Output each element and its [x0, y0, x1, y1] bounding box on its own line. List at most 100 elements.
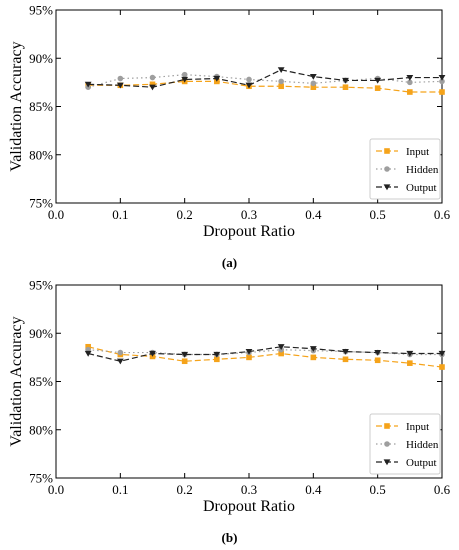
charta-series-input	[85, 78, 445, 95]
charta-data-point-hidden	[117, 75, 124, 82]
charta-x-tick-label: 0.2	[177, 207, 193, 222]
charta-data-point-input	[407, 89, 413, 95]
charta-data-point-output	[374, 77, 382, 84]
chartb-x-tick-label: 0.3	[241, 482, 257, 497]
charta-data-point-output	[149, 84, 156, 91]
charta-series-line-input	[88, 80, 442, 93]
chartb-data-point-input	[374, 357, 381, 364]
chartb-data-point-input	[214, 356, 220, 363]
chartb-data-point-input	[278, 350, 284, 357]
charta-data-point-input	[149, 81, 156, 88]
charta-y-tick-label: 75%	[29, 196, 53, 211]
charta-y-tick-label: 80%	[29, 147, 53, 162]
charta-data-point-input	[342, 84, 349, 90]
chartb-caption: (b)	[222, 530, 238, 545]
charta-legend-marker-hidden	[384, 166, 390, 172]
charta-x-tick-label: 0.4	[305, 207, 322, 222]
chartb-series-output	[84, 344, 446, 365]
chartb-x-tick-label: 0.2	[177, 482, 193, 497]
charta-caption: (a)	[222, 255, 237, 270]
chartb-legend-label-hidden: Hidden	[406, 439, 439, 451]
chartb-data-point-output	[438, 350, 446, 357]
chartb-data-point-input	[407, 360, 413, 366]
charta-legend-marker-input	[384, 148, 390, 154]
chartb-y-tick-label: 85%	[29, 374, 53, 389]
chartb-series-line-output	[88, 346, 442, 362]
charta-data-point-hidden	[439, 78, 445, 85]
charta-data-point-output	[277, 67, 285, 74]
charta-legend-box	[369, 138, 441, 200]
chartb-data-point-output	[374, 349, 382, 356]
charta-series-hidden	[85, 71, 445, 90]
charta-x-tick-label: 0.6	[434, 207, 451, 222]
chartb-data-point-input	[342, 356, 349, 363]
charta-data-point-input	[278, 83, 284, 90]
chartb-data-point-output	[181, 351, 189, 358]
charta-x-tick-label: 0.5	[370, 207, 386, 222]
charta-series-line-output	[88, 69, 442, 88]
chartb-data-point-input	[310, 354, 317, 361]
chartb-series-line-hidden	[88, 349, 442, 356]
charta-data-point-output	[181, 76, 189, 83]
chartb-series-line-input	[88, 346, 443, 368]
charta-y-tick-label: 95%	[29, 3, 53, 18]
charta-legend-label-output: Output	[406, 182, 437, 194]
chartb-legend-label-input: Input	[406, 421, 429, 433]
charta-data-point-output	[116, 82, 124, 89]
chartb-y-tick-label: 95%	[29, 278, 53, 293]
chartb-data-point-output	[84, 350, 92, 357]
charta-data-point-output	[84, 81, 92, 88]
chart-b: 0.0 0.1 0.2 0.3 0.4 0.5 0.6 75% 80% 85% 90% 95% Drop…	[8, 278, 451, 546]
chartb-data-point-hidden	[117, 349, 124, 356]
charta-x-tick-label: 0.3	[241, 207, 257, 222]
charta-data-point-input	[439, 89, 445, 95]
charta-x-tick-label: 0.0	[48, 207, 64, 222]
chartb-data-point-output	[116, 358, 124, 365]
chart-a: 0.0 0.1 0.2 0.3 0.4 0.5 0.6 75% 80% 85% 90% 95% Drop…	[8, 3, 451, 271]
charta-data-point-output	[245, 82, 253, 89]
charta-data-point-input	[310, 84, 317, 90]
charta-y-tick-label: 90%	[29, 51, 53, 66]
charta-legend-marker-output	[383, 184, 391, 191]
chartb-data-point-output	[213, 351, 221, 358]
chartb-legend-marker-input	[384, 423, 390, 429]
chartb-y-axis-label: Validation Accuracy	[8, 316, 25, 446]
chartb-legend-box	[369, 413, 441, 475]
charta-y-tick-label: 85%	[29, 99, 53, 114]
charta-x-tick-label: 0.1	[112, 207, 128, 222]
chartb-data-point-input	[181, 358, 188, 365]
chartb-x-tick-label: 0.1	[112, 482, 128, 497]
charta-legend-label-input: Input	[406, 146, 429, 158]
chartb-legend-label-output: Output	[406, 457, 437, 469]
charta-series-line-hidden	[88, 74, 443, 88]
charta-legend-label-hidden: Hidden	[406, 164, 439, 176]
charta-data-point-input	[374, 85, 381, 91]
charta-data-point-hidden	[310, 80, 317, 87]
charta-series-output	[84, 67, 446, 91]
chartb-x-tick-label: 0.5	[370, 482, 386, 497]
chartb-series-hidden	[85, 346, 445, 358]
chartb-data-point-output	[245, 348, 253, 355]
chartb-data-point-input	[85, 343, 91, 350]
chartb-x-axis-label: Dropout Ratio	[203, 498, 295, 515]
chartb-x-tick-label: 0.4	[305, 482, 322, 497]
charta-data-point-hidden	[246, 76, 252, 83]
chartb-y-tick-label: 90%	[29, 326, 53, 341]
charta-data-point-hidden	[278, 78, 284, 85]
chartb-data-point-output	[406, 350, 414, 357]
charta-data-point-output	[213, 75, 221, 82]
charta-data-point-hidden	[149, 74, 156, 81]
chartb-legend-marker-hidden	[384, 441, 390, 447]
charta-data-point-hidden	[181, 71, 188, 78]
charta-data-point-output	[438, 74, 446, 81]
charta-data-point-output	[406, 74, 414, 81]
chartb-data-point-output	[309, 346, 317, 352]
charta-data-point-output	[309, 73, 317, 80]
chartb-x-tick-label: 0.6	[434, 482, 451, 497]
chartb-legend-marker-output	[383, 459, 391, 466]
charta-y-axis-label: Validation Accuracy	[8, 41, 25, 171]
chartb-series-input	[85, 343, 445, 370]
chartb-data-point-input	[246, 354, 252, 361]
chartb-data-point-input	[439, 364, 445, 370]
chartb-x-tick-label: 0.0	[48, 482, 64, 497]
